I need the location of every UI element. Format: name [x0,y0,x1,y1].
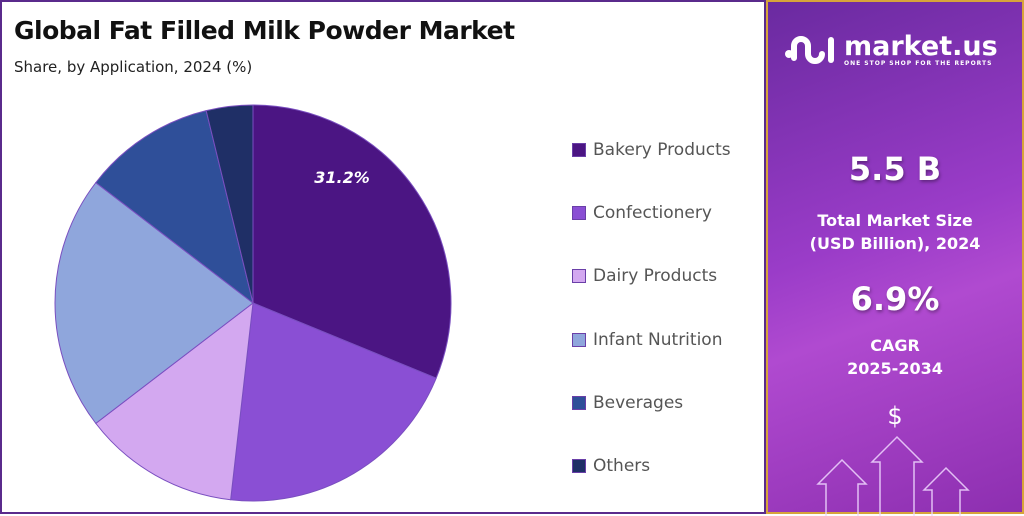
pie-slice-infant-nutrition [54,181,254,425]
growth-arrows-icon [816,435,970,516]
legend-label: Infant Nutrition [593,329,723,350]
brand-logo: market.us ONE STOP SHOP FOR THE REPORTS [784,30,998,70]
legend-item: Bakery Products [572,118,731,181]
dollar-icon: $ [887,402,903,430]
pie-slice-others [205,104,254,304]
market-size-value: 5.5 B [848,150,942,188]
market-size-label: Total Market Size [817,211,973,230]
legend-swatch [572,142,586,157]
cagr-period: 2025-2034 [847,359,943,378]
legend-item: Infant Nutrition [572,308,731,371]
legend-swatch [572,205,586,220]
legend-label: Beverages [593,392,684,413]
cagr-value: 6.9% [850,280,940,318]
legend-swatch [572,269,586,284]
legend-item: Beverages [572,371,731,434]
legend-label: Dairy Products [593,266,718,287]
legend-swatch [572,332,586,347]
legend-item: Dairy Products [572,245,731,308]
legend-swatch [572,459,586,474]
market-us-logo-icon [785,36,834,64]
legend-label: Others [593,456,651,477]
pie-slice-bakery-products [252,104,452,379]
pie-chart: 31.2% [54,104,452,502]
legend-item: Others [572,434,731,497]
legend-item: Confectionery [572,181,731,244]
summary-panel: market.us ONE STOP SHOP FOR THE REPORTS … [766,0,1024,516]
cagr-label: CAGR [870,336,920,355]
pie-slice-beverages [95,110,254,305]
legend-label: Confectionery [593,202,712,223]
chart-title: Global Fat Filled Milk Powder Market [14,16,515,45]
pie-slice-dairy-products [95,301,254,501]
chart-panel: Global Fat Filled Milk Powder Market Sha… [0,0,766,514]
legend-label: Bakery Products [593,139,731,160]
brand-name: market.us [844,30,998,62]
market-size-label-2: (USD Billion), 2024 [809,234,981,253]
chart-subtitle: Share, by Application, 2024 (%) [14,58,253,76]
brand-tagline: ONE STOP SHOP FOR THE REPORTS [844,59,993,67]
pie-slice-confectionery [230,302,437,502]
data-label: 31.2% [314,168,370,187]
legend-swatch [572,395,586,410]
legend: Bakery Products Confectionery Dairy Produc… [572,118,731,498]
